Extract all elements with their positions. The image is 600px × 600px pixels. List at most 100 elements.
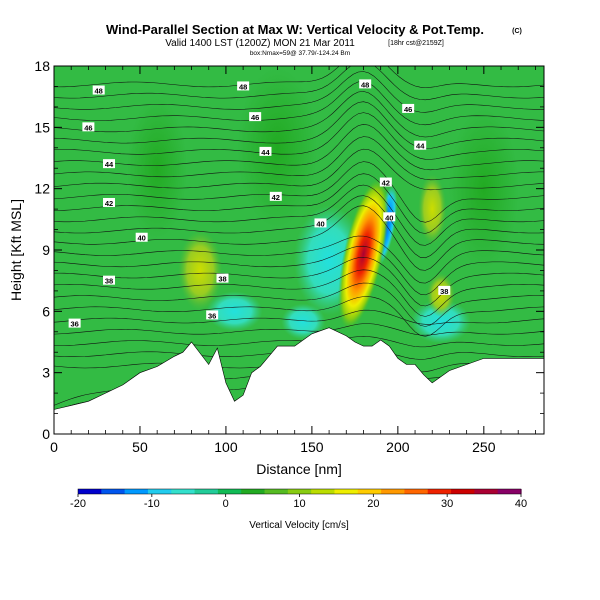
isentrope-label-text: 44 <box>416 142 425 151</box>
velocity-patch <box>338 177 389 331</box>
isentrope-label-text: 40 <box>385 213 393 222</box>
isentrope-label-text: 38 <box>105 277 113 286</box>
isentrope-label: 46 <box>402 103 415 114</box>
isentrope-label-box <box>92 85 105 95</box>
plot-area: 36 36 38 38 38 40 40 40 42 42 42 44 44 44 46 46 46 48 48 48 <box>54 66 544 434</box>
isentrope-label-box <box>103 159 116 169</box>
velocity-patch <box>410 299 471 344</box>
isentrope-label-text: 48 <box>239 82 247 91</box>
isentrope-label-box <box>135 232 148 242</box>
isentrope-label: 44 <box>259 146 272 157</box>
isentrope-label-box <box>249 112 262 122</box>
isentrope-line <box>54 112 544 160</box>
isentrope-line <box>54 91 544 138</box>
isentrope-line <box>54 296 544 337</box>
y-tick-label: 3 <box>42 365 50 381</box>
isentrope-label: 48 <box>359 79 372 89</box>
isentrope-label-text: 36 <box>208 311 216 320</box>
colorbar-tick-label: -10 <box>144 498 160 510</box>
isentrope-line <box>54 66 544 88</box>
x-tick-label: 200 <box>386 439 410 455</box>
isentrope-line <box>54 323 544 336</box>
chart-subtitle: Valid 1400 LST (1200Z) MON 21 Mar 2011 <box>165 38 355 49</box>
colorbar-swatch <box>427 489 452 494</box>
isentrope-line <box>54 309 544 325</box>
x-tick-label: 100 <box>214 439 238 455</box>
chart-title-suffix: (C) <box>512 28 522 35</box>
colorbar: -20 -10 0 10 20 30 40 <box>70 488 527 510</box>
isentrope-label-box <box>68 318 81 328</box>
y-tick-label: 6 <box>42 303 50 319</box>
isentrope-label-box <box>103 275 116 285</box>
velocity-patch <box>418 174 447 245</box>
chart-title: Wind-Parallel Section at Max W: Vertical… <box>106 22 484 37</box>
isentrope-label-text: 42 <box>105 199 113 208</box>
y-tick-label: 15 <box>34 119 50 135</box>
velocity-patch <box>237 67 318 228</box>
x-tick-label: 250 <box>472 439 496 455</box>
colorbar-swatch <box>124 489 149 494</box>
isentrope-label: 42 <box>103 197 116 208</box>
velocity-patch <box>281 303 326 340</box>
colorbar-swatch <box>78 489 102 494</box>
isentrope-label-text: 38 <box>218 275 226 284</box>
y-axis-label: Height [Kft MSL] <box>8 199 24 301</box>
y-tick-label: 9 <box>42 242 50 258</box>
isentrope-labels: 36 36 38 38 38 40 40 40 42 42 42 44 44 44 46 46 46 48 48 48 <box>68 79 451 329</box>
isentrope-label-text: 42 <box>272 193 280 202</box>
terrain-mask <box>54 327 544 434</box>
isentrope-label-text: 48 <box>95 87 103 96</box>
isentrope-label: 44 <box>414 140 427 151</box>
isentrope-label-box <box>237 81 250 91</box>
isentrope-label-box <box>414 140 427 150</box>
velocity-patch <box>448 108 519 269</box>
isentrope-label-text: 46 <box>84 123 92 132</box>
isentrope-label: 42 <box>269 191 282 202</box>
isentrope-label: 36 <box>68 318 81 329</box>
isentrope-label-box <box>269 191 282 201</box>
isentrope-label-text: 40 <box>138 234 146 243</box>
colorbar-tick-label: -20 <box>70 498 86 510</box>
isentrope-label: 36 <box>206 310 219 320</box>
isentrope-label-box <box>259 146 272 156</box>
isentrope-line <box>54 336 544 348</box>
isentrope-line <box>54 66 544 101</box>
colorbar-swatch <box>171 489 196 494</box>
isentrope-label: 48 <box>92 85 105 96</box>
isentrope-label-text: 38 <box>440 287 448 296</box>
isentrope-label-box <box>438 285 451 295</box>
isentrope-line <box>54 257 544 307</box>
x-tick-label: 50 <box>132 439 148 455</box>
isentrope-line <box>54 124 544 171</box>
isentrope-label-box <box>402 103 415 113</box>
isentrope-line <box>54 195 544 259</box>
colorbar-swatch <box>451 489 475 494</box>
isentrope-label-text: 36 <box>70 320 78 329</box>
isentrope-line <box>54 148 544 191</box>
isentrope-label: 42 <box>379 177 392 188</box>
isentrope-label: 40 <box>383 212 396 222</box>
colorbar-swatch <box>311 489 336 494</box>
isentrope-label-text: 42 <box>382 179 390 188</box>
isentrope-label: 48 <box>237 81 250 91</box>
isentrope-line <box>54 136 544 181</box>
isentrope-line <box>54 71 544 113</box>
isentrope-label: 38 <box>216 273 229 284</box>
y-tick-label: 12 <box>34 181 50 197</box>
colorbar-tick-label: 40 <box>515 498 527 510</box>
velocity-patch <box>206 291 263 332</box>
colorbar-tick-label: 30 <box>441 498 453 510</box>
colorbar-swatch <box>287 489 312 494</box>
colorbar-swatch <box>357 489 382 494</box>
isentrope-line <box>54 205 544 271</box>
isentrope-label: 44 <box>103 159 116 169</box>
isentrope-label: 38 <box>438 285 451 296</box>
velocity-patch <box>127 98 188 239</box>
colorbar-swatch <box>217 489 242 494</box>
isentrope-label-text: 44 <box>105 160 114 169</box>
colorbar-swatch <box>147 489 172 494</box>
y-tick-label: 18 <box>34 58 50 74</box>
colorbar-swatch <box>404 489 429 494</box>
